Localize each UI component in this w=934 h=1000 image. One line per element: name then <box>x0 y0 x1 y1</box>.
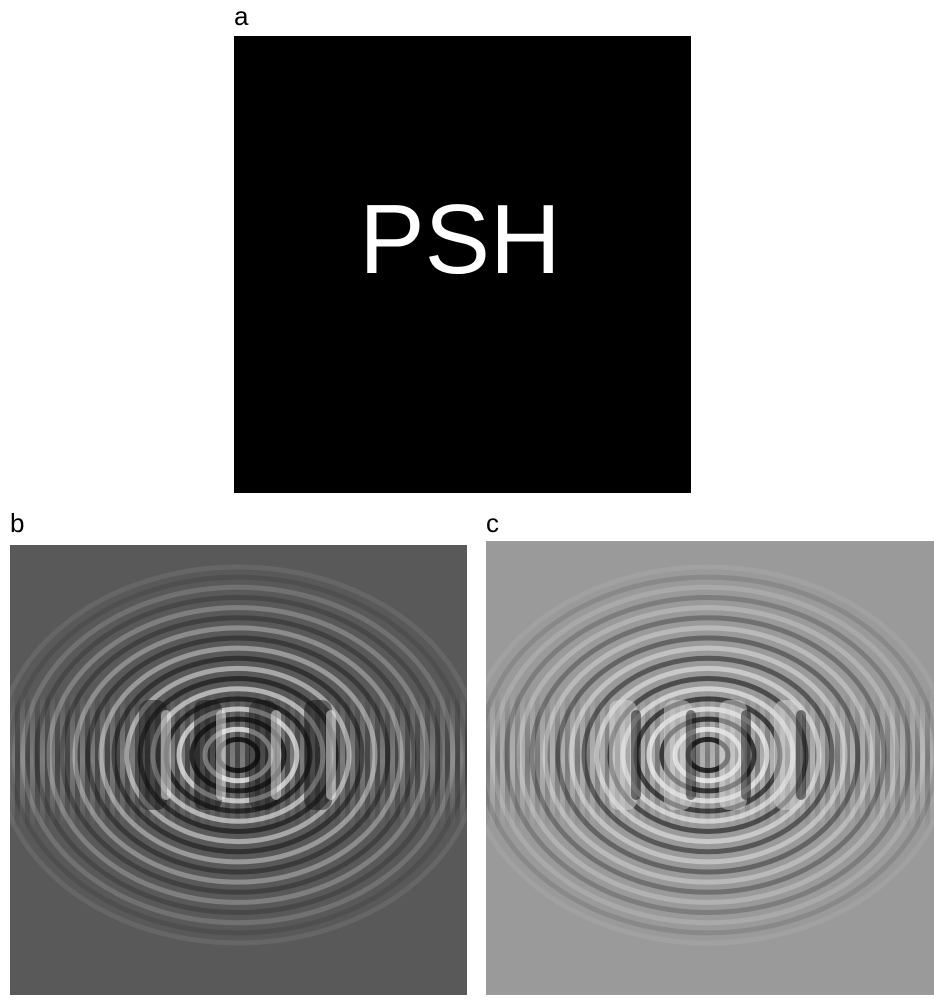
panel-label: c <box>486 508 499 538</box>
figure: a PSH b c <box>0 0 934 995</box>
letter-blob <box>271 710 281 800</box>
letter-blob <box>216 710 226 800</box>
letter-blob <box>161 710 171 800</box>
letter-blob <box>326 710 336 800</box>
panel-label: a <box>234 1 249 31</box>
letter-blob <box>686 710 696 800</box>
object-text: PSH <box>359 184 561 294</box>
letter-blob <box>631 710 641 800</box>
panel-label: b <box>10 508 24 538</box>
panel-b-image <box>0 545 479 995</box>
letter-blob <box>796 710 806 800</box>
letter-blob <box>741 710 751 800</box>
panel-c-image <box>467 541 934 995</box>
